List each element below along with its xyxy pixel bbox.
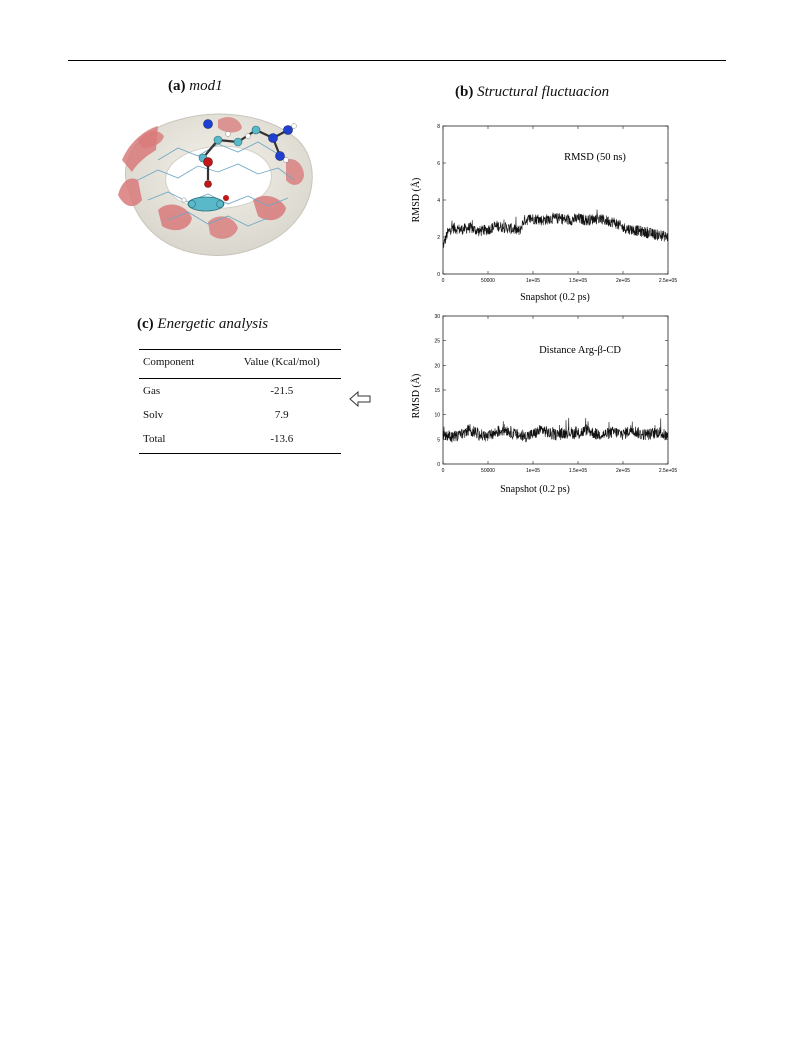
x-tick-label: 50000 (481, 278, 495, 284)
panel-c-title: Energetic analysis (157, 316, 269, 332)
panel-c-label: (c) Energetic analysis (137, 316, 268, 333)
x-tick-label: 2e+05 (616, 468, 630, 474)
panel-b-title: Structural fluctuacion (477, 84, 610, 100)
panel-c-letter: (c) (137, 316, 154, 332)
x-ticks: 0 50000 1e+05 1.5e+05 2e+05 2.5e+05 (442, 126, 677, 284)
plot-frame (442, 315, 669, 465)
x-tick-label: 50000 (481, 468, 495, 474)
y-tick-label: 10 (434, 413, 440, 419)
table-header-row: Component Value (Kcal/mol) (139, 349, 341, 379)
panel-a-title: mod1 (189, 78, 223, 94)
value-cell: -21.5 (270, 385, 294, 397)
y-tick-label: 2 (437, 235, 440, 241)
chart-title: Distance Arg-β-CD (539, 345, 621, 356)
y-tick-label: 30 (434, 314, 440, 320)
x-tick-label: 1.5e+05 (569, 278, 587, 284)
chart-title: RMSD (50 ns) (564, 152, 626, 163)
y-tick-label: 6 (437, 161, 440, 167)
value-cell: 7.9 (274, 409, 289, 421)
y-axis-label: RMSD (Å) (410, 178, 422, 223)
y-axis-label: RMSD (Å) (410, 374, 422, 419)
table-row: Solv 7.9 (139, 403, 341, 427)
component-cell: Total (139, 427, 223, 454)
x-ticks: 0 50000 1e+05 1.5e+05 2e+05 2.5e+05 (442, 316, 677, 474)
y-ticks: 0 5 10 15 20 25 30 (434, 314, 668, 468)
x-axis-label: Snapshot (0.2 ps) (520, 292, 590, 303)
y-tick-label: 20 (434, 363, 440, 369)
x-tick-label: 2.5e+05 (659, 278, 677, 284)
y-ticks: 0 2 4 6 8 (437, 124, 668, 278)
energy-table: Component Value (Kcal/mol) Gas -21.5 Sol… (139, 349, 341, 454)
panel-b-letter: (b) (455, 84, 474, 100)
component-cell: Solv (143, 409, 164, 421)
x-tick-label: 0 (442, 278, 445, 284)
left-arrow-icon (349, 391, 371, 407)
x-axis-label: Snapshot (0.2 ps) (500, 484, 570, 495)
x-tick-label: 1e+05 (526, 468, 540, 474)
page-top-rule (68, 60, 726, 61)
x-tick-label: 1e+05 (526, 278, 540, 284)
component-cell: Gas (143, 385, 161, 397)
table-row: Gas -21.5 (139, 379, 341, 404)
plot-frame (442, 125, 669, 275)
x-tick-label: 1.5e+05 (569, 468, 587, 474)
cyclodextrin-complex-image (118, 113, 313, 256)
x-tick-label: 2e+05 (616, 278, 630, 284)
x-tick-label: 0 (442, 468, 445, 474)
rmsd-chart: 0 2 4 6 8 0 50000 1e+05 1.5e+05 2e+05 2.5e+05 RMS… (410, 124, 677, 303)
column-header-component: Component (139, 349, 223, 379)
table-row: Total -13.6 (139, 427, 341, 454)
panel-a-letter: (a) (168, 78, 186, 94)
distance-chart: 0 5 10 15 20 25 30 0 50000 1e+05 1.5e+05 2e+05 2.5e… (410, 314, 677, 495)
series-line (442, 209, 669, 248)
panel-b-label: (b) Structural fluctuacion (455, 84, 609, 101)
x-tick-label: 2.5e+05 (659, 468, 677, 474)
series-line (442, 417, 669, 443)
y-tick-label: 8 (437, 124, 440, 130)
y-tick-label: 4 (437, 198, 440, 204)
column-header-value: Value (Kcal/mol) (222, 349, 341, 379)
y-tick-label: 5 (437, 437, 440, 443)
y-tick-label: 15 (434, 388, 440, 394)
y-tick-label: 0 (437, 272, 440, 278)
y-tick-label: 0 (437, 462, 440, 468)
y-tick-label: 25 (434, 339, 440, 345)
panel-a-label: (a) mod1 (168, 78, 223, 95)
value-cell: -13.6 (222, 427, 341, 454)
